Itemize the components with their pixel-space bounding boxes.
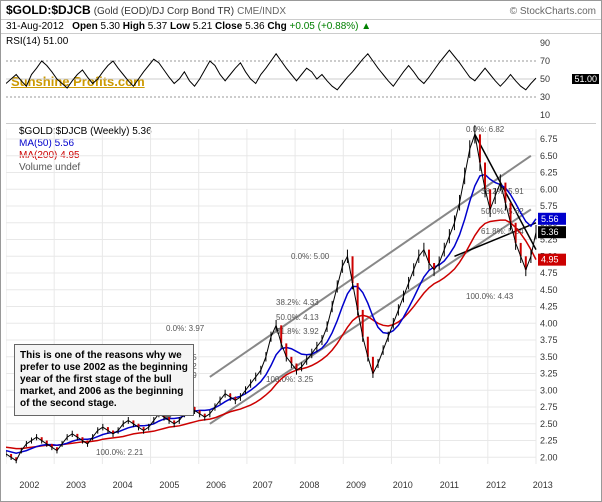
- exchange: CME/INDX: [237, 6, 286, 17]
- high-value: 5.37: [148, 21, 167, 32]
- rsi-chart: 90 70 50 30 10: [6, 34, 566, 124]
- low-value: 5.21: [193, 21, 212, 32]
- svg-text:100.0%: 3.25: 100.0%: 3.25: [266, 375, 314, 384]
- svg-text:6.25: 6.25: [540, 168, 558, 178]
- x-tick: 2008: [286, 480, 333, 494]
- svg-text:5.75: 5.75: [540, 201, 558, 211]
- svg-text:2.75: 2.75: [540, 402, 558, 412]
- x-tick: 2007: [239, 480, 286, 494]
- rsi-panel: RSI(14) 51.00 Sunshine Profits.com 90705…: [6, 34, 596, 124]
- svg-text:50: 50: [540, 74, 550, 84]
- low-label: Low: [170, 21, 190, 32]
- close-label: Close: [215, 21, 242, 32]
- x-tick: 2002: [6, 480, 53, 494]
- svg-text:4.25: 4.25: [540, 302, 558, 312]
- x-tick: 2003: [53, 480, 100, 494]
- svg-text:4.50: 4.50: [540, 285, 558, 295]
- svg-text:0.0%: 3.97: 0.0%: 3.97: [166, 324, 205, 333]
- x-tick: 2009: [333, 480, 380, 494]
- svg-text:61.8%: 5.34: 61.8%: 5.34: [481, 227, 524, 236]
- svg-text:5.56: 5.56: [541, 214, 559, 224]
- svg-text:6.00: 6.00: [540, 184, 558, 194]
- ohlc-bar: 31-Aug-2012 Open 5.30 High 5.37 Low 5.21…: [1, 20, 601, 34]
- svg-text:100.0%: 2.21: 100.0%: 2.21: [96, 448, 144, 457]
- svg-text:50.0%: 4.13: 50.0%: 4.13: [276, 313, 319, 322]
- x-axis: 2002200320042005200620072008200920102011…: [6, 480, 566, 494]
- svg-text:3.25: 3.25: [540, 369, 558, 379]
- svg-text:0.0%: 5.00: 0.0%: 5.00: [291, 252, 330, 261]
- x-tick: 2012: [473, 480, 520, 494]
- svg-text:5.36: 5.36: [541, 227, 559, 237]
- date: 31-Aug-2012: [6, 21, 64, 32]
- svg-text:2.00: 2.00: [540, 452, 558, 462]
- x-tick: 2011: [426, 480, 473, 494]
- chart-header: $GOLD:$DJCB (Gold (EOD)/DJ Corp Bond TR)…: [1, 1, 601, 20]
- svg-text:90: 90: [540, 38, 550, 48]
- open-label: Open: [72, 21, 98, 32]
- svg-text:6.75: 6.75: [540, 134, 558, 144]
- attribution: © StockCharts.com: [510, 6, 596, 17]
- svg-text:3.50: 3.50: [540, 352, 558, 362]
- chg-arrow-icon: ▲: [361, 21, 371, 32]
- high-label: High: [123, 21, 145, 32]
- x-tick: 2005: [146, 480, 193, 494]
- rsi-tag: 51.00: [572, 74, 599, 84]
- svg-text:61.8%: 3.92: 61.8%: 3.92: [276, 327, 319, 336]
- ticker-symbol: $GOLD:$DJCB: [6, 3, 91, 17]
- svg-text:2.50: 2.50: [540, 419, 558, 429]
- svg-text:70: 70: [540, 56, 550, 66]
- chg-label: Chg: [267, 21, 286, 32]
- x-tick: 2013: [519, 480, 566, 494]
- price-panel: $GOLD:$DJCB (Weekly) 5.36 MA(50) 5.56 MA…: [6, 124, 596, 494]
- ticker-desc: (Gold (EOD)/DJ Corp Bond TR): [94, 6, 234, 17]
- chg-value: +0.05 (+0.88%): [290, 21, 359, 32]
- svg-text:4.75: 4.75: [540, 268, 558, 278]
- svg-text:10: 10: [540, 110, 550, 120]
- annotation-note: This is one of the reasons why we prefer…: [14, 344, 194, 416]
- svg-text:4.95: 4.95: [541, 255, 559, 265]
- svg-text:30: 30: [540, 92, 550, 102]
- svg-text:6.50: 6.50: [540, 151, 558, 161]
- svg-text:100.0%: 4.43: 100.0%: 4.43: [466, 292, 514, 301]
- close-value: 5.36: [245, 21, 264, 32]
- svg-text:4.00: 4.00: [540, 318, 558, 328]
- svg-text:38.2%: 4.33: 38.2%: 4.33: [276, 298, 319, 307]
- x-tick: 2004: [99, 480, 146, 494]
- x-tick: 2006: [193, 480, 240, 494]
- svg-text:3.00: 3.00: [540, 385, 558, 395]
- svg-text:3.75: 3.75: [540, 335, 558, 345]
- svg-text:2.25: 2.25: [540, 436, 558, 446]
- open-value: 5.30: [101, 21, 120, 32]
- svg-text:0.0%: 6.82: 0.0%: 6.82: [466, 125, 505, 134]
- x-tick: 2010: [379, 480, 426, 494]
- price-chart: 6.756.506.256.005.755.505.255.004.754.50…: [6, 124, 568, 479]
